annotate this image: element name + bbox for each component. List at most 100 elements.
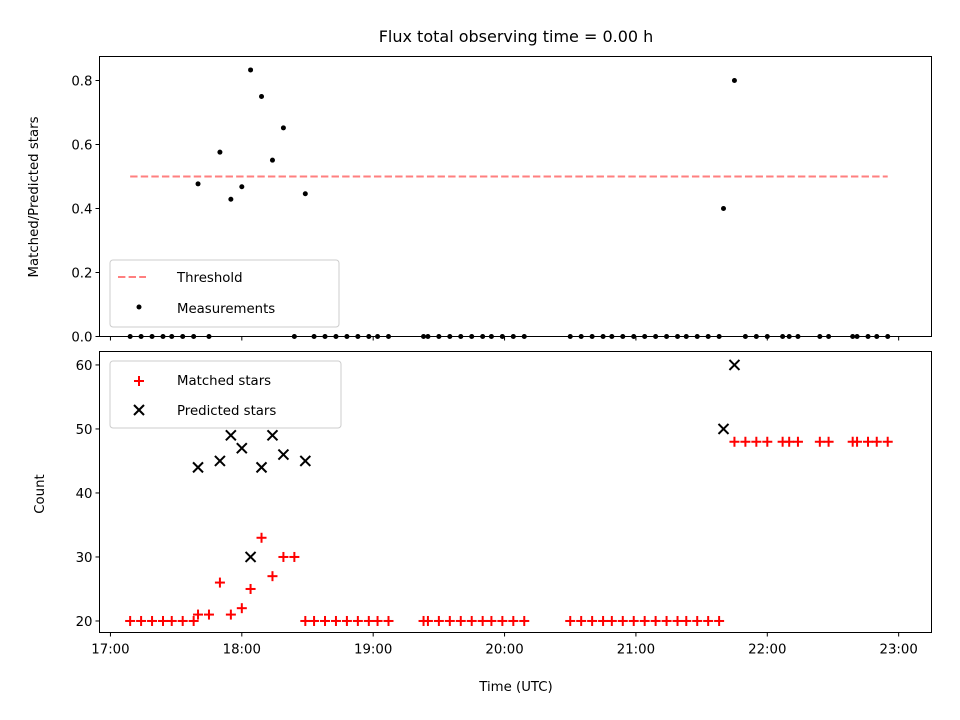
measurement-point [521,334,527,339]
measurement-point [169,334,175,339]
measurement-point [149,334,155,339]
matched-star-point [639,615,650,626]
bottom-ytick-label: 30 [76,551,93,566]
matched-star-point [606,615,617,626]
matched-star-point [203,609,214,620]
measurement-point [631,334,637,339]
measurement-point [664,334,670,339]
predicted-star-point [192,461,204,474]
matched-star-point [330,615,341,626]
matched-star-point [703,615,714,626]
measurement-point [127,334,133,339]
matched-star-point [598,615,609,626]
matched-star-point [372,615,383,626]
matched-star-point [177,615,188,626]
measurement-point [355,334,361,339]
matched-star-point [714,615,725,626]
measurement-point [764,334,770,339]
bottom-panel: 20 30 40 50 60 17:00 18:00 19:00 20:00 21:00 22:0… [33,351,932,695]
measurement-point [436,334,442,339]
matched-star-point [576,615,587,626]
matched-star-point [147,615,158,626]
top-y-ticks: 0.0 0.2 0.4 0.6 0.8 [71,75,100,346]
matched-star-point [508,615,519,626]
measurement-point [675,334,681,339]
measurement-point [366,334,372,339]
matched-star-point [157,615,168,626]
matched-star-point [814,436,825,447]
measurement-point [567,334,573,339]
measurement-point [375,334,381,339]
count-points [125,359,893,626]
matched-star-point [300,615,311,626]
measurement-point [780,334,786,339]
top-ytick-label: 0.8 [71,75,92,90]
matched-star-point [672,615,683,626]
bottom-xtick-label: 17:00 [91,643,129,658]
measurement-point [721,206,726,211]
measurements-legend-swatch [136,304,142,310]
measurement-point [885,334,891,339]
measurement-point [578,334,584,339]
bottom-xtick-label: 21:00 [617,643,655,658]
matched-star-point [422,615,433,626]
measurement-point [874,334,880,339]
matched-star-point [740,436,751,447]
measurement-point [259,94,265,99]
top-ytick-label: 0.4 [71,203,92,218]
bottom-xtick-label: 23:00 [879,643,917,658]
measurement-point [742,334,748,339]
measurement-point [458,334,464,339]
matched-star-point [823,436,834,447]
matched-star-point [236,603,247,614]
measurement-point [499,334,505,339]
matched-star-point [565,615,576,626]
measurement-point [609,334,615,339]
measurement-point [694,334,700,339]
measurement-point [642,334,648,339]
matched-star-point [136,615,147,626]
predicted-stars-legend-swatch [133,404,145,416]
matched-star-point [497,615,508,626]
measurement-point [291,334,297,339]
matched-star-point [784,436,795,447]
matched-star-point [193,609,204,620]
predicted-stars-legend-label: Predicted stars [177,404,276,419]
matched-star-point [519,615,530,626]
matched-stars-legend-swatch [134,376,144,386]
matched-star-point [729,436,740,447]
matched-star-point [309,615,320,626]
matched-star-point [225,609,236,620]
bottom-ytick-label: 60 [76,359,93,374]
measurement-point [160,334,166,339]
measurement-point [217,149,223,155]
measurement-point [786,334,792,339]
top-legend: Threshold Measurements [109,259,340,328]
top-ytick-label: 0.2 [71,267,92,282]
bottom-xtick-label: 20:00 [485,643,523,658]
matched-star-point [455,615,466,626]
bottom-x-ticks: 17:00 18:00 19:00 20:00 21:00 22:00 23:00 [91,632,918,658]
matched-star-point [352,615,363,626]
matched-star-point [166,615,177,626]
predicted-star-point [244,551,257,563]
matched-star-point [256,532,267,543]
matched-star-point [466,615,477,626]
measurement-point [817,334,823,339]
predicted-star-point [225,429,237,442]
measurement-point [180,334,186,339]
measurement-point [826,334,832,339]
matched-star-point [681,615,692,626]
measurement-point [488,334,494,339]
measurement-point [854,334,860,339]
measurement-point [850,334,856,339]
matched-star-point [661,615,672,626]
bottom-panel-frame [99,351,932,633]
bottom-y-axis-label: Count [33,474,48,514]
predicted-star-point [728,359,741,371]
predicted-star-point [266,429,279,442]
measurement-point [269,157,275,163]
measurement-point [683,334,689,339]
matched-star-point [320,615,331,626]
